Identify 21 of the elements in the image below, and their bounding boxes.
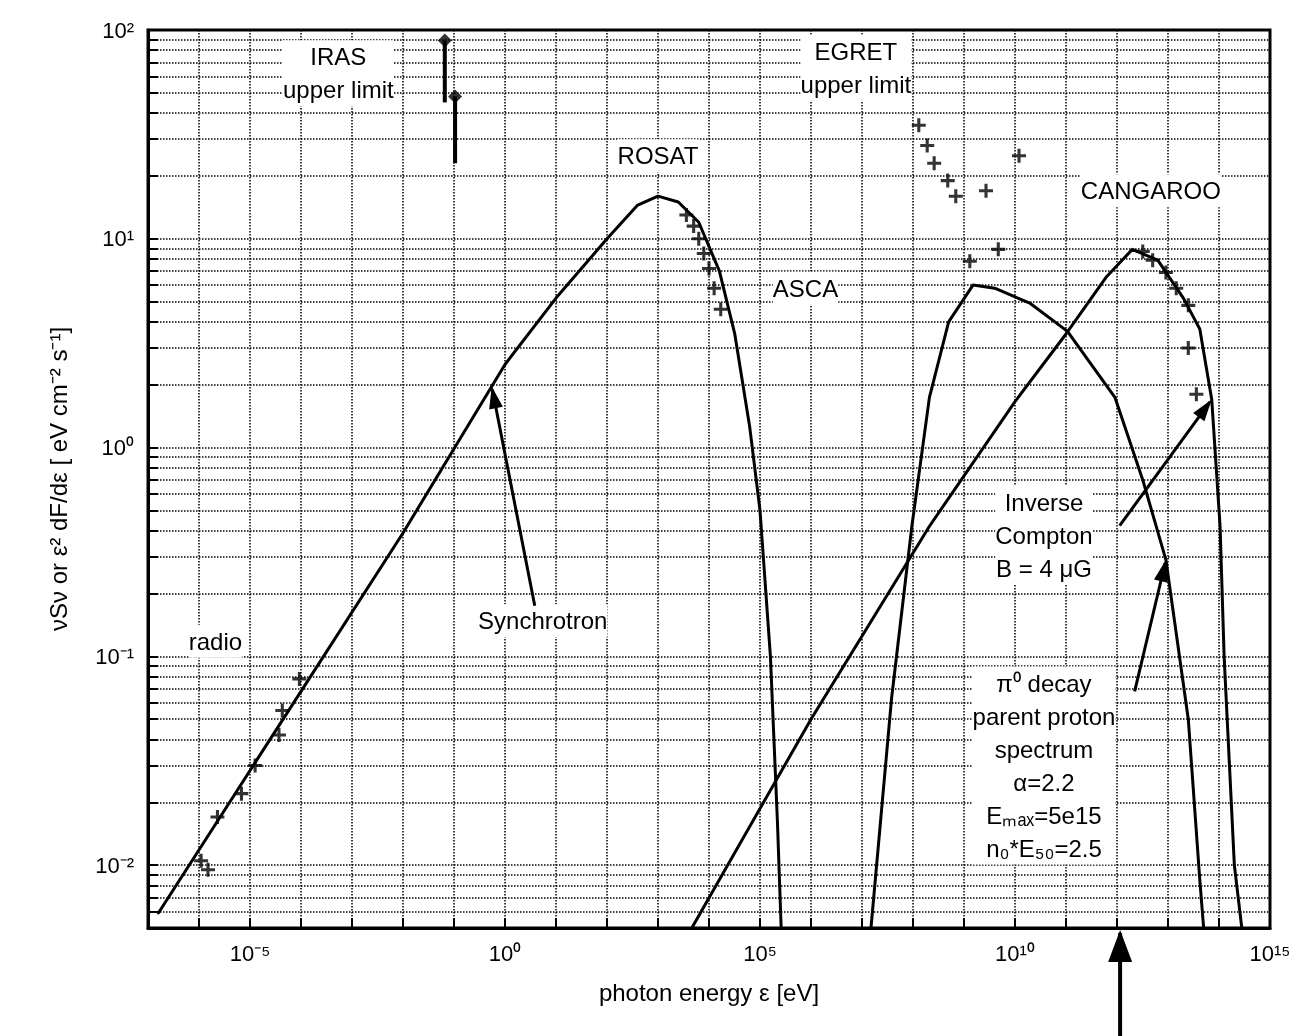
y-tick-label: 10² (102, 17, 134, 43)
x-tick-label: 10⁰ (488, 940, 522, 966)
x-tick-label: 10⁵ (743, 940, 777, 966)
y-axis-title: νSν or ε² dF/dε [ eV cm⁻² s⁻¹] (44, 326, 72, 632)
y-tick-label: 10⁻² (95, 852, 134, 878)
y-tick-label: 10⁻¹ (95, 643, 134, 669)
x-tick-label: 10¹⁰ (995, 940, 1035, 966)
y-tick-label: 10¹ (102, 226, 134, 252)
annotation: Synchrotron (478, 607, 608, 635)
annotation: ASCA (772, 274, 839, 302)
annotation: π⁰ decay parent proton spectrum α=2.2 Eₘₐₓ=5e15 n₀*E₅₀=2.5 (972, 669, 1116, 862)
annotation: Inverse Compton B = 4 μG (995, 488, 1093, 582)
x-tick-label: 10¹⁵ (1249, 940, 1291, 966)
x-axis-title: photon energy ε [eV] (598, 978, 820, 1006)
annotation: EGRET upper limit (800, 37, 912, 98)
x-tick-label: 10⁻⁵ (229, 940, 271, 966)
annotation: ROSAT (617, 142, 699, 170)
annotation: IRAS upper limit (282, 43, 395, 104)
annotation: CANGAROO (1080, 177, 1221, 205)
y-tick-label: 10⁰ (101, 435, 134, 461)
annotation: radio (188, 627, 243, 655)
